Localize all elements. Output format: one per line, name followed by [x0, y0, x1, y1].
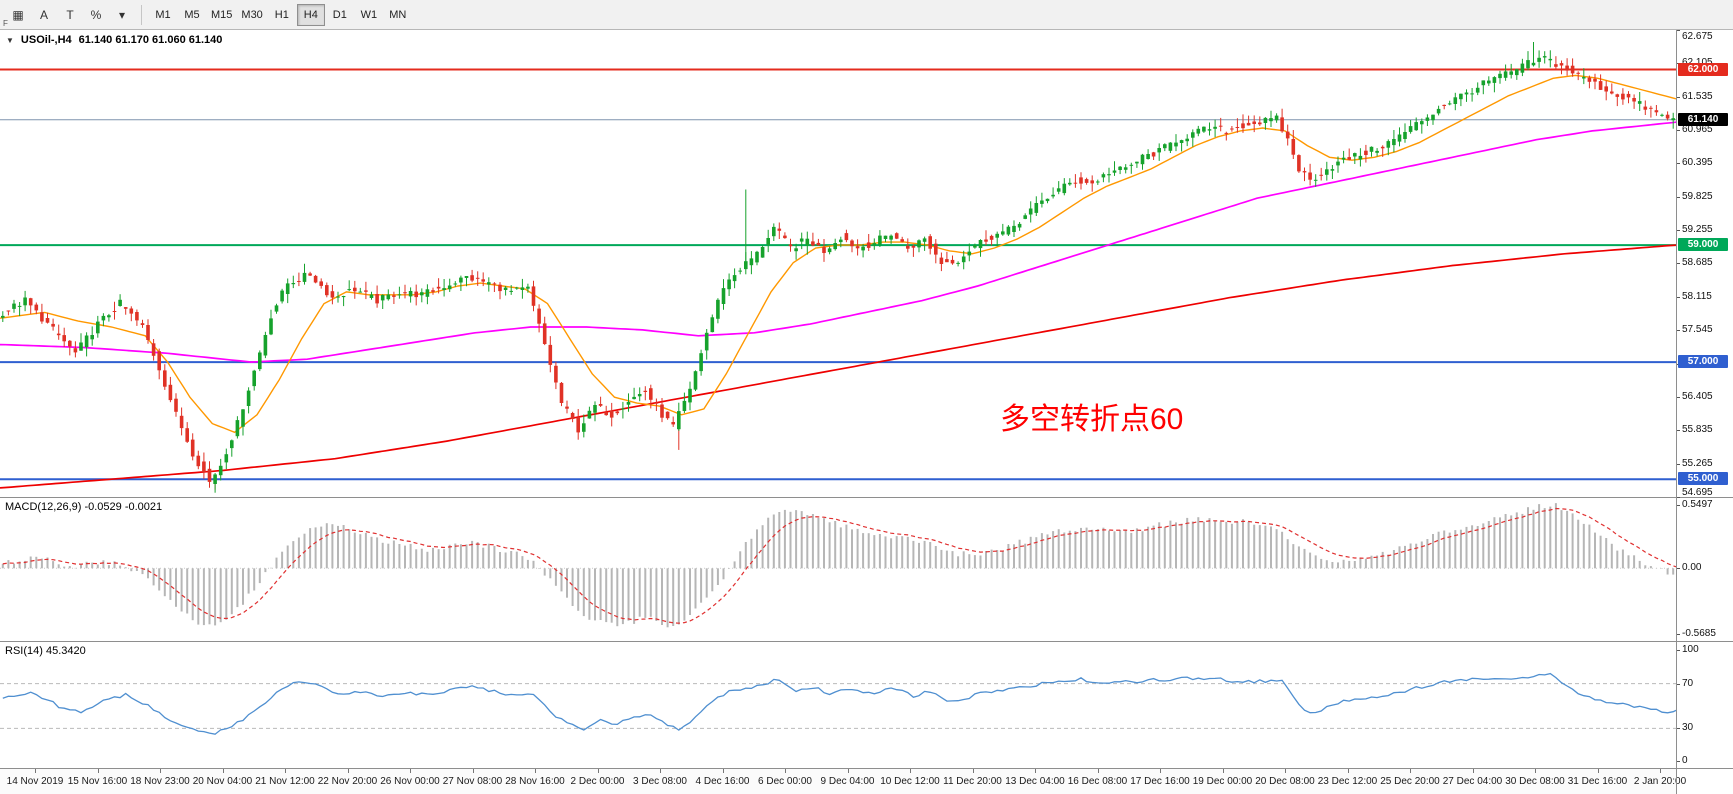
- macd-signal-line: [2, 507, 1676, 624]
- price-scale-label: 55.835: [1682, 424, 1713, 435]
- price-scale-label: 62.105: [1682, 57, 1713, 68]
- ma-fast-line: [0, 74, 1676, 434]
- level-price-label: 59.000: [1678, 238, 1728, 251]
- ma-mid-line: [0, 121, 1676, 363]
- collapse-arrow-icon[interactable]: ▼: [6, 35, 14, 45]
- top-toolbar: F ▦ A T% ▾ M1 M5 M15 M30 H1 H4 D1 W1 MN: [0, 0, 1733, 30]
- price-scale-label: 60.395: [1682, 157, 1713, 168]
- ohlc-values: 61.140 61.170 61.060 61.140: [78, 34, 223, 46]
- time-axis[interactable]: 14 Nov 2019 15 Nov 16:00 18 Nov 23:00 20 No…: [0, 769, 1686, 794]
- time-label: 21 Nov 12:00: [255, 776, 315, 787]
- price-scale-label: 59.255: [1682, 224, 1713, 235]
- macd-scale-label: 0.5497: [1682, 499, 1713, 510]
- macd-header: MACD(12,26,9) -0.0529 -0.0021: [5, 501, 163, 513]
- level-price-label: 62.000: [1678, 63, 1728, 76]
- chart-annotation-text: 多空转折点60: [1000, 403, 1184, 436]
- panel-separator-macd[interactable]: [0, 497, 1733, 498]
- time-label: 4 Dec 16:00: [695, 776, 750, 787]
- font-tool-icon[interactable]: A: [32, 4, 56, 26]
- macd-scale-label: -0.5685: [1682, 628, 1716, 639]
- price-scale-label: 54.695: [1682, 487, 1713, 498]
- timeframe-button-d1[interactable]: D1: [326, 4, 354, 26]
- time-label: 27 Dec 04:00: [1442, 776, 1503, 787]
- time-label: 10 Dec 12:00: [880, 776, 940, 787]
- timeframe-button-m5[interactable]: M5: [178, 4, 206, 26]
- symbol-title: USOil-,H4: [20, 34, 72, 46]
- level-price-label: 55.000: [1678, 472, 1728, 485]
- time-label: 13 Dec 04:00: [1005, 776, 1065, 787]
- timeframe-button-m1[interactable]: M1: [149, 4, 177, 26]
- rsi-scale-label: 70: [1682, 678, 1694, 689]
- toolbar-corner-badge: F: [3, 19, 8, 28]
- time-label: 3 Dec 08:00: [633, 776, 687, 787]
- time-label: 2 Dec 00:00: [570, 776, 625, 787]
- level-price-label: 57.000: [1678, 355, 1728, 368]
- time-label: 14 Nov 2019: [6, 776, 64, 787]
- percent-scale-icon[interactable]: %: [84, 4, 108, 26]
- timeframe-button-m30[interactable]: M30: [237, 4, 266, 26]
- time-label: 16 Dec 08:00: [1067, 776, 1128, 787]
- time-label: 17 Dec 16:00: [1130, 776, 1190, 787]
- time-label: 11 Dec 20:00: [943, 776, 1002, 787]
- text-label-tool-icon[interactable]: T: [58, 4, 82, 26]
- time-label: 20 Dec 08:00: [1255, 776, 1315, 787]
- time-label: 23 Dec 12:00: [1317, 776, 1378, 787]
- time-label: 25 Dec 20:00: [1380, 776, 1440, 787]
- timeframe-toolbar: M1 M5 M15 M30 H1 H4 D1 W1 MN: [149, 3, 412, 26]
- time-label: 19 Dec 00:00: [1192, 776, 1253, 787]
- price-scale-label: 62.675: [1682, 31, 1713, 42]
- rsi-panel[interactable]: RSI(14) 45.3420: [0, 642, 1676, 768]
- spin-arrows-icon[interactable]: ▾: [110, 4, 134, 26]
- candlesticks: [1, 50, 1675, 493]
- price-scale-label: 61.535: [1682, 91, 1713, 102]
- ma-slow-line: [0, 244, 1676, 489]
- time-label: 20 Nov 04:00: [192, 776, 253, 787]
- time-axis-separator: [0, 768, 1733, 769]
- timeframe-button-w1[interactable]: W1: [355, 4, 383, 26]
- price-scale-label: 57.545: [1682, 324, 1713, 335]
- macd-scale-label: 0.00: [1682, 562, 1702, 573]
- price-scale-label: 55.265: [1682, 458, 1713, 469]
- price-axis-separator: [1676, 30, 1677, 794]
- time-label: 15 Nov 16:00: [67, 776, 128, 787]
- rsi-scale-label: 30: [1682, 722, 1694, 733]
- main-chart-panel[interactable]: ▼ USOil-,H4 61.140 61.170 61.060 61.140 …: [0, 30, 1676, 497]
- time-label: 30 Dec 08:00: [1505, 776, 1565, 787]
- price-scale-label: 58.685: [1682, 257, 1713, 268]
- rsi-chart: [0, 672, 1676, 735]
- rsi-scale-label: 0: [1682, 755, 1688, 766]
- time-label: 6 Dec 00:00: [758, 776, 812, 787]
- toolbar-separator: [141, 4, 142, 25]
- current-price-label: 61.140: [1678, 113, 1728, 126]
- price-scale-label: 60.965: [1682, 124, 1713, 135]
- macd-panel[interactable]: MACD(12,26,9) -0.0529 -0.0021: [0, 498, 1676, 641]
- timeframe-button-m15[interactable]: M15: [207, 4, 236, 26]
- timeframe-button-h4[interactable]: H4: [296, 3, 325, 26]
- price-scale-label: 56.405: [1682, 391, 1713, 402]
- price-scale-label: 58.115: [1682, 291, 1712, 302]
- time-label: 18 Nov 23:00: [130, 776, 190, 787]
- macd-chart: [0, 503, 1676, 628]
- time-label: 26 Nov 00:00: [380, 776, 440, 787]
- time-label: 31 Dec 16:00: [1567, 776, 1628, 787]
- macd-histogram: [1, 503, 1675, 628]
- candlestick-chart[interactable]: [0, 30, 1676, 497]
- time-label: 2 Jan 20:00: [1633, 776, 1687, 787]
- time-label: 9 Dec 04:00: [820, 776, 875, 787]
- price-scale-label: 59.825: [1682, 191, 1713, 202]
- toolbar-icons: ▦ A T% ▾: [6, 4, 134, 26]
- timeframe-button-mn[interactable]: MN: [384, 4, 412, 26]
- timeframe-button-h1[interactable]: H1: [268, 4, 296, 26]
- rsi-scale-label: 100: [1682, 644, 1699, 655]
- time-label: 27 Nov 08:00: [442, 776, 503, 787]
- panel-separator-rsi[interactable]: [0, 641, 1733, 642]
- chart-header: ▼ USOil-,H4 61.140 61.170 61.060 61.140: [6, 34, 222, 46]
- charts-grid-icon[interactable]: ▦: [6, 4, 30, 26]
- rsi-line: [2, 672, 1676, 735]
- price-axis[interactable]: 62.675 62.105 61.535 60.965 60.395 59.825 59.2…: [1677, 0, 1733, 794]
- time-label: 28 Nov 16:00: [505, 776, 565, 787]
- time-label: 22 Nov 20:00: [317, 776, 378, 787]
- rsi-header: RSI(14) 45.3420: [5, 645, 86, 657]
